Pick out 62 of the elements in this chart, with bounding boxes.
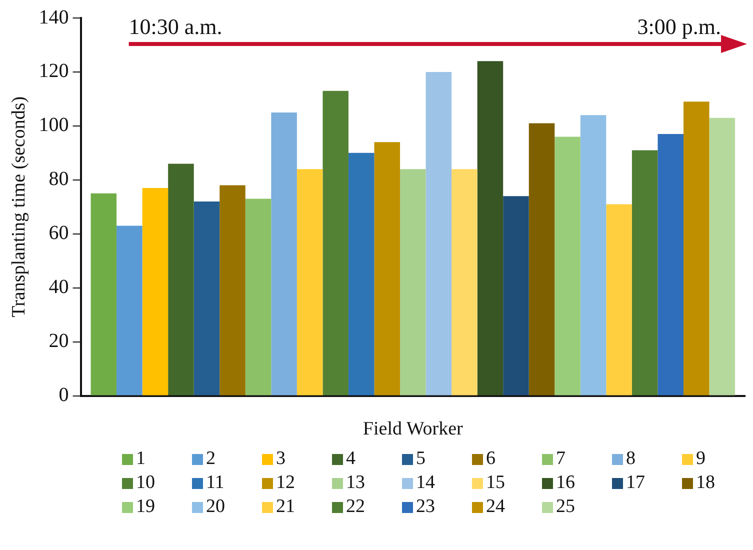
bar — [528, 123, 555, 396]
y-tick-label: 40 — [48, 276, 69, 298]
x-axis-title: Field Worker — [362, 418, 464, 440]
bar — [658, 134, 684, 396]
bar — [116, 226, 142, 396]
bar — [503, 196, 529, 396]
legend-label: 7 — [556, 448, 566, 470]
bar — [271, 112, 297, 396]
legend-label: 18 — [696, 472, 715, 494]
bar — [322, 90, 348, 396]
legend-label: 24 — [486, 496, 505, 518]
legend-label: 17 — [626, 472, 645, 494]
bar — [194, 202, 220, 396]
legend-label: 14 — [416, 472, 435, 494]
legend-label: 13 — [346, 472, 365, 494]
bar — [426, 72, 452, 396]
bar — [709, 118, 736, 396]
legend-label: 6 — [486, 448, 496, 470]
legend-label: 11 — [206, 472, 224, 494]
bar — [348, 152, 374, 396]
legend-label: 2 — [206, 448, 216, 470]
legend-label: 21 — [276, 496, 295, 518]
bar — [477, 61, 504, 396]
legend-label: 23 — [416, 496, 435, 518]
bar — [168, 164, 194, 396]
bar — [296, 169, 323, 396]
legend-label: 8 — [626, 448, 636, 470]
legend-label: 19 — [136, 496, 155, 518]
legend-label: 12 — [276, 472, 295, 494]
y-tick-label: 80 — [48, 168, 69, 190]
y-tick-label: 100 — [38, 114, 69, 136]
bar — [683, 102, 710, 396]
legend-label: 4 — [346, 448, 356, 470]
bar — [400, 169, 426, 396]
legend-label: 16 — [556, 472, 575, 494]
y-tick-label: 60 — [48, 222, 69, 244]
legend-label: 15 — [486, 472, 505, 494]
bar — [245, 198, 272, 396]
legend-label: 22 — [346, 496, 365, 518]
bar — [554, 136, 580, 396]
y-tick-label: 20 — [48, 330, 69, 352]
legend-label: 20 — [206, 496, 225, 518]
legend-label: 5 — [416, 448, 426, 470]
annotation: 10:30 a.m. — [128, 14, 222, 39]
legend-label: 1 — [136, 448, 146, 470]
legend-label: 3 — [276, 448, 286, 470]
bar — [142, 188, 168, 396]
legend-label: 10 — [136, 472, 155, 494]
bar — [90, 193, 117, 396]
bar — [580, 115, 606, 396]
y-tick-label: 120 — [38, 60, 69, 82]
legend-label: 9 — [696, 448, 706, 470]
bar — [220, 185, 246, 396]
y-tick-label: 0 — [58, 384, 69, 406]
legend-label: 25 — [556, 496, 575, 518]
y-axis-title: Transplanting time (seconds) — [8, 96, 30, 318]
y-tick-label: 140 — [38, 6, 69, 28]
annotation: 3:00 p.m. — [637, 14, 721, 39]
bar — [632, 150, 658, 396]
bar — [452, 169, 478, 396]
bar — [606, 204, 632, 396]
bar — [374, 142, 400, 396]
